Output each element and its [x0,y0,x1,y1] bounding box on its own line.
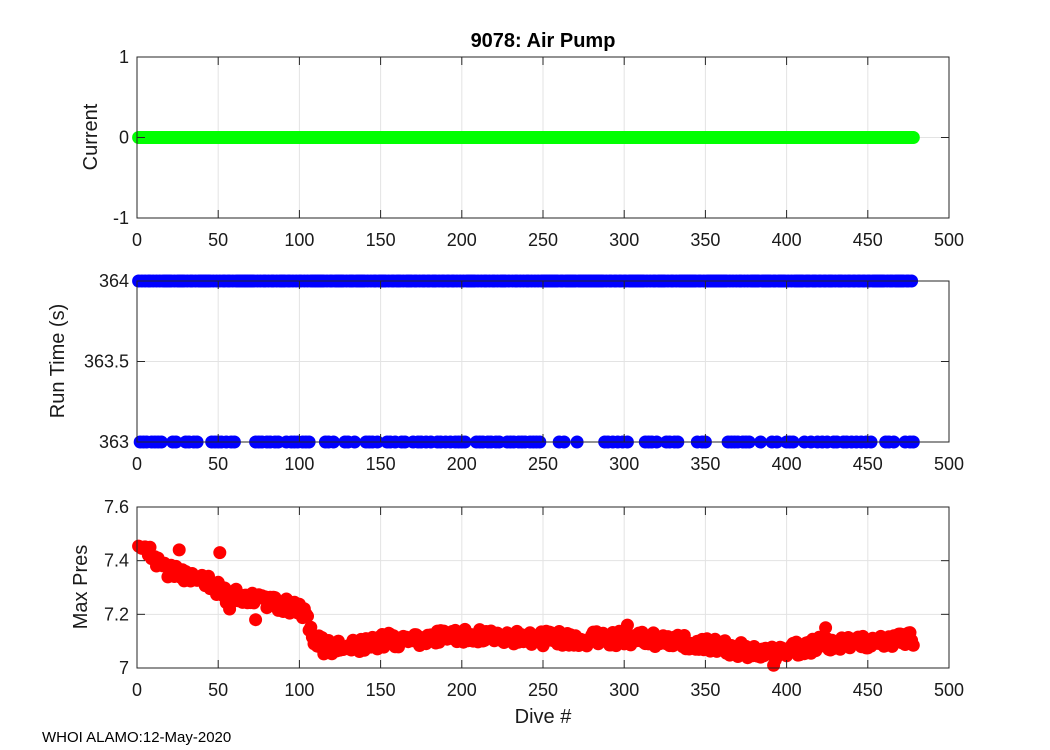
current-x-tick-label: 150 [366,230,396,250]
maxpres-y-tick-label: 7.2 [104,604,129,624]
maxpres-data-point [906,638,920,652]
maxpres-data-point [819,621,833,635]
maxpres-y-tick-label: 7 [119,658,129,678]
maxpres-data-point [620,618,634,632]
runtime-x-tick-label: 50 [208,454,228,474]
maxpres-x-tick-label: 0 [132,680,142,700]
runtime-x-tick-label: 0 [132,454,142,474]
maxpres-y-tick-label: 7.6 [104,497,129,517]
runtime-x-tick-label: 300 [609,454,639,474]
current-x-tick-label: 200 [447,230,477,250]
runtime-x-tick-label: 500 [934,454,964,474]
current-x-tick-label: 0 [132,230,142,250]
runtime-x-tick-label: 200 [447,454,477,474]
runtime-y-tick-label: 363.5 [84,352,129,372]
runtime-y-tick-label: 364 [99,271,129,291]
current-subplot: 0 50 100 150 200 250 300 350 400 450 500-101 [113,47,964,250]
maxpres-x-tick-label: 300 [609,680,639,700]
maxpres-x-tick-label: 450 [853,680,883,700]
maxpres-points [132,539,920,672]
maxpres-data-point [301,609,314,623]
footer-text: WHOI ALAMO:12-May-2020 [42,729,231,746]
runtime-x-tick-label: 350 [690,454,720,474]
maxpres-subplot: 0 50 100 150 200 250 300 350 400 450 500 7 7.2 7.4 7.6 [104,497,964,700]
maxpres-data-point [304,620,318,634]
maxpres-x-tick-label: 100 [284,680,314,700]
maxpres-x-tick-label: 50 [208,680,228,700]
current-y-tick-label: 0 [119,128,129,148]
current-x-tick-label: 450 [853,230,883,250]
current-x-tick-label: 250 [528,230,558,250]
runtime-subplot: 0 50 100 150 200 250 300 350 400 450 500 363 363.5 36… [84,271,964,474]
maxpres-x-tick-label: 350 [690,680,720,700]
current-x-tick-label: 50 [208,230,228,250]
runtime-x-tick-label: 450 [853,454,883,474]
runtime-x-tick-label: 250 [528,454,558,474]
current-data-point [906,131,920,144]
current-points [132,131,920,144]
maxpres-x-tick-label: 200 [447,680,477,700]
maxpres-y-tick-label: 7.4 [104,551,129,571]
current-x-tick-label: 500 [934,230,964,250]
chart-title: 9078: Air Pump [471,30,616,52]
current-x-tick-label: 400 [772,230,802,250]
current-y-axis-label: Current [80,103,102,170]
current-y-tick-label: 1 [119,47,129,67]
maxpres-x-tick-label: 400 [772,680,802,700]
x-axis-label: Dive # [515,706,573,728]
current-x-tick-label: 350 [690,230,720,250]
current-x-tick-label: 300 [609,230,639,250]
maxpres-x-tick-label: 250 [528,680,558,700]
runtime-x-tick-label: 100 [284,454,314,474]
maxpres-y-axis-label: Max Pres [70,545,92,629]
maxpres-data-point [635,625,649,639]
runtime-y-axis-label: Run Time (s) [47,304,69,418]
maxpres-data-point [213,546,227,560]
runtime-x-tick-label: 400 [772,454,802,474]
current-x-tick-label: 100 [284,230,314,250]
runtime-y-tick-label: 363 [99,432,129,452]
maxpres-x-tick-label: 500 [934,680,964,700]
maxpres-x-tick-label: 150 [366,680,396,700]
maxpres-data-point [249,613,263,627]
current-y-tick-label: -1 [113,208,129,228]
maxpres-data-point [172,543,186,557]
runtime-x-tick-label: 150 [366,454,396,474]
